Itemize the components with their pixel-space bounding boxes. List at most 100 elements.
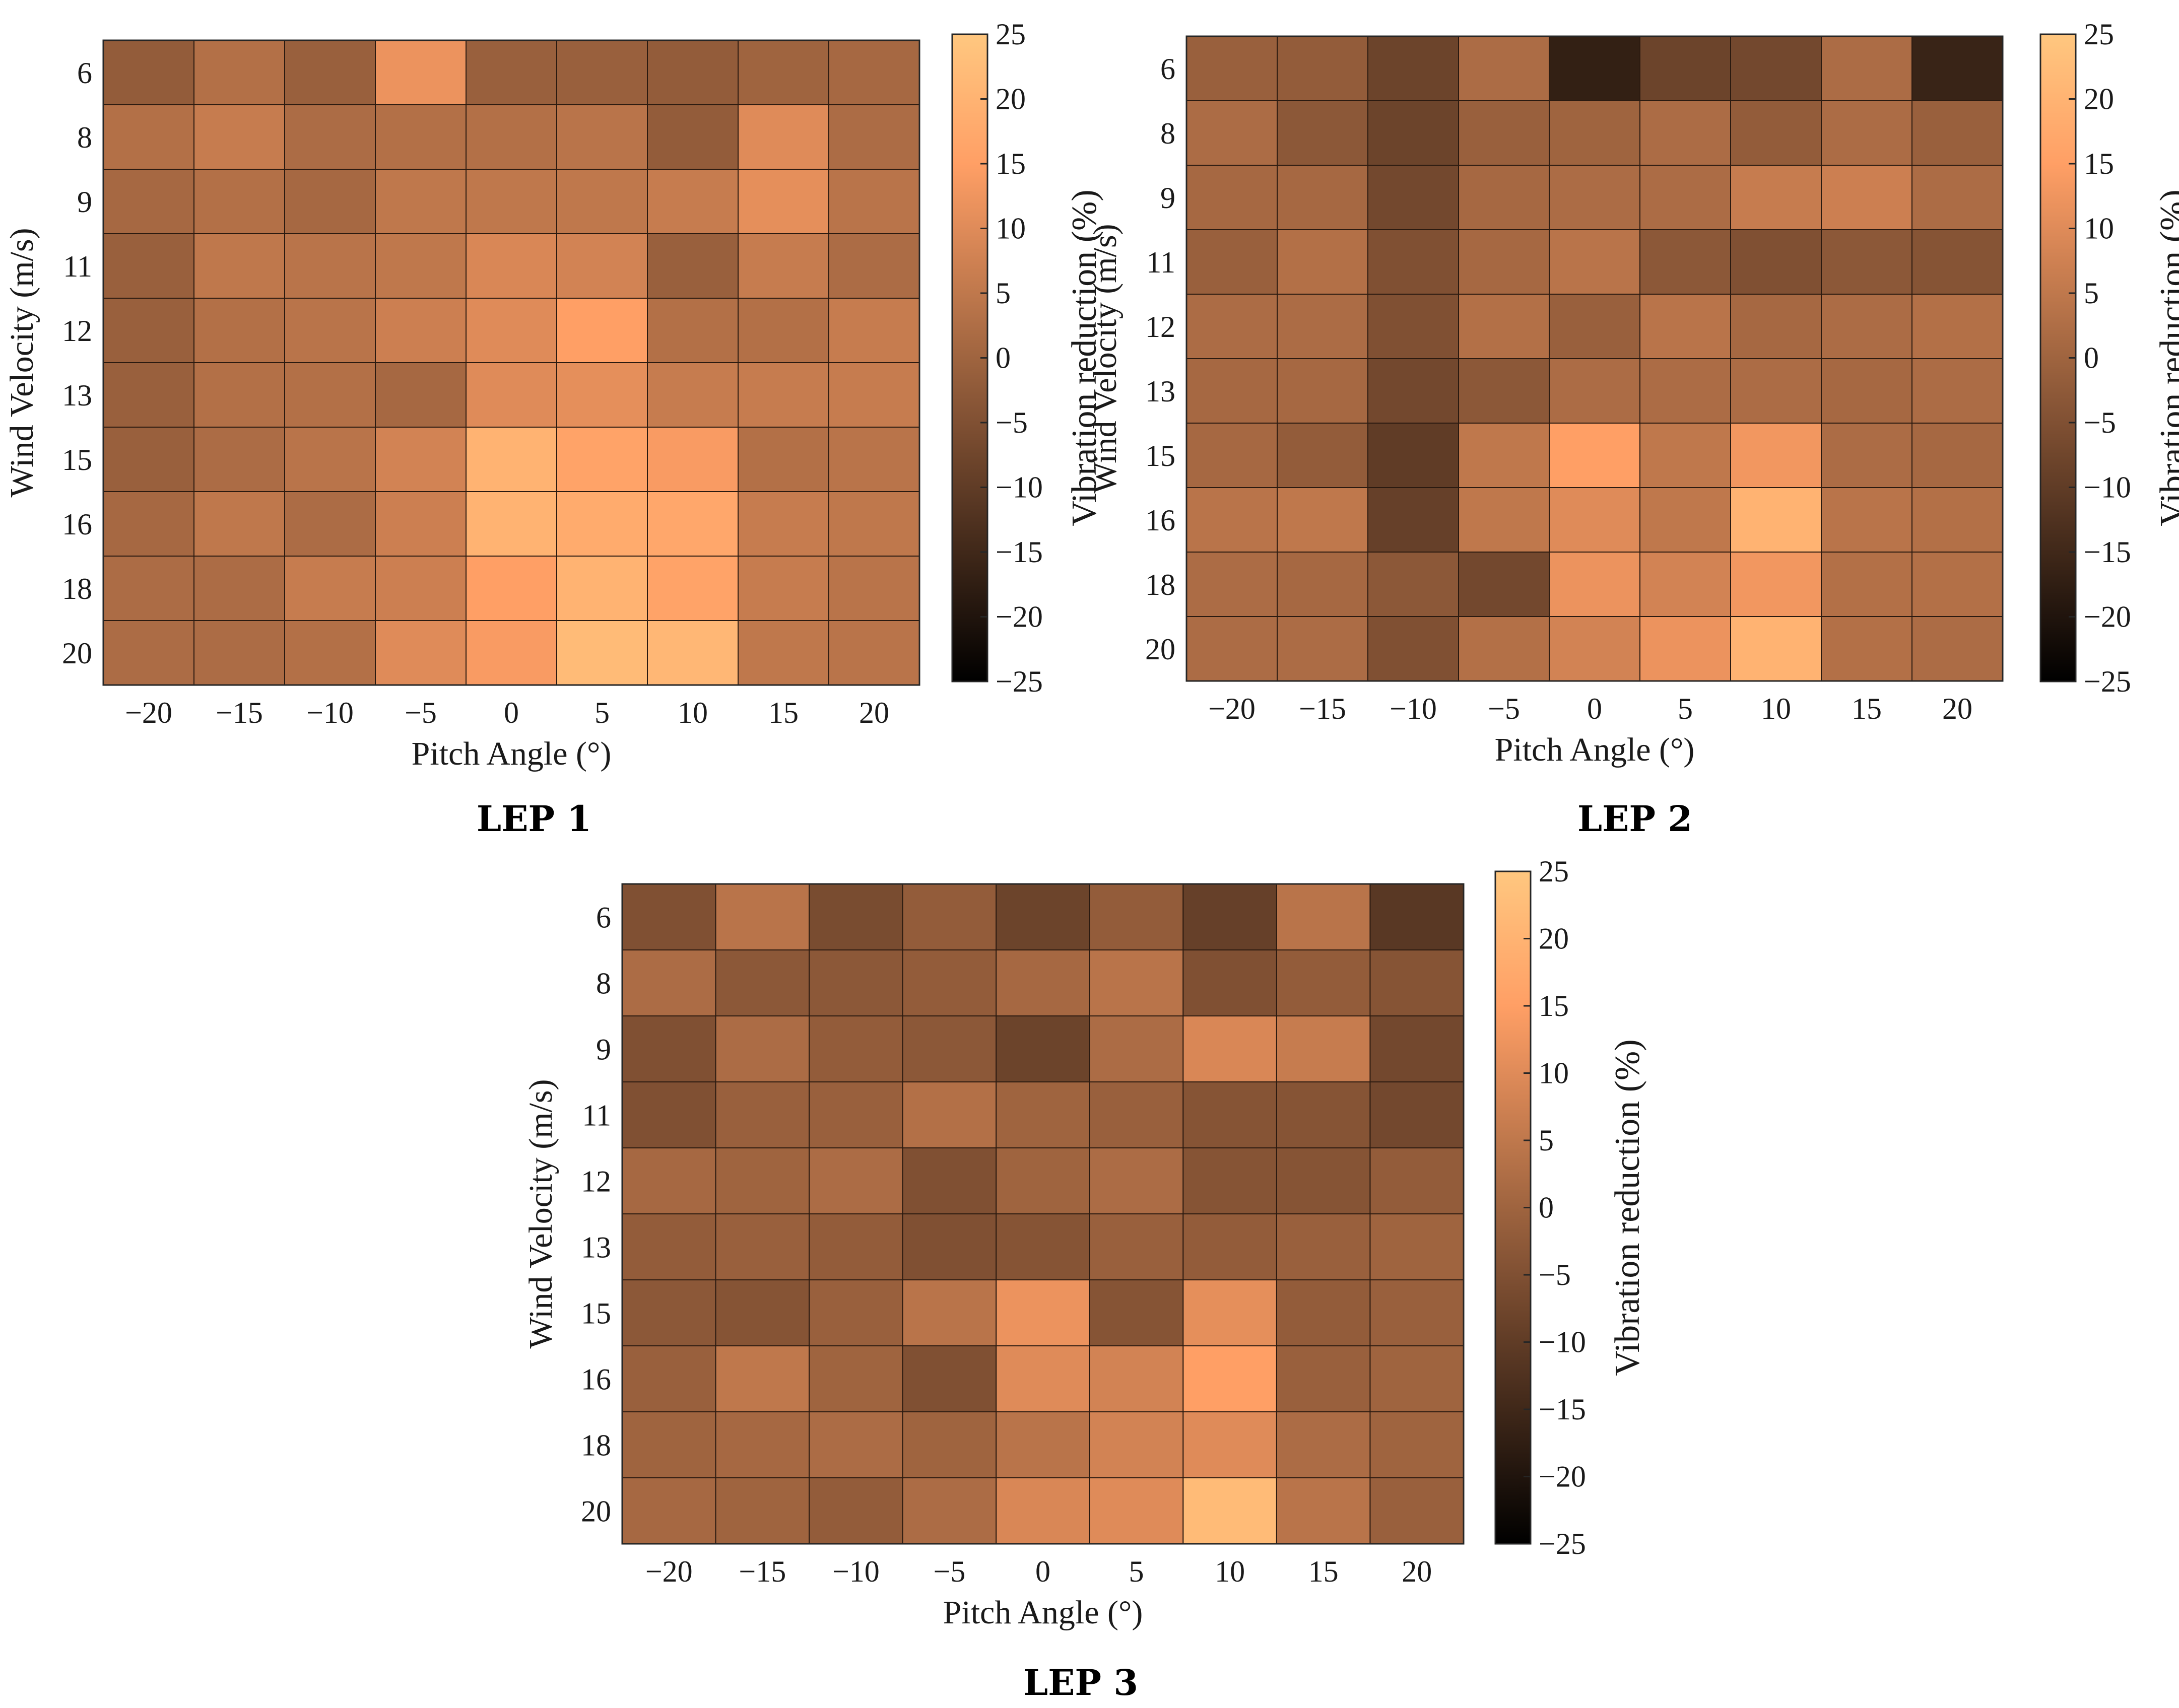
colorbar-tick-label: 10	[1539, 1057, 1569, 1090]
heatmap-cell: 15 m/s, −15°: -2%	[1277, 423, 1368, 488]
heatmap-cell: 11 m/s, 0°: 9%	[466, 233, 557, 299]
heatmap-cell: 6 m/s, −20°: -5%	[622, 883, 716, 950]
heatmap-cell: 12 m/s, 0°: 10%	[466, 298, 557, 363]
colorbar-tick-label: 5	[1539, 1124, 1554, 1157]
heatmap-cell: 6 m/s, 20°: -11%	[1369, 883, 1464, 950]
heatmap-cell: 15 m/s, −20°: -3%	[622, 1279, 716, 1346]
x-tick-label: −20	[125, 696, 172, 729]
heatmap-cell: 11 m/s, 20°: 2%	[828, 233, 920, 299]
y-tick-label: 11	[1146, 246, 1175, 279]
colorbar-label: Vibration reduction (%)	[1065, 189, 1104, 526]
x-tick-label: 10	[1215, 1555, 1245, 1588]
heatmap-cell: 15 m/s, −10°: -10%	[1367, 423, 1459, 488]
heatmap-cell: 9 m/s, 20°: 4%	[828, 169, 920, 234]
y-tick-label: 6	[596, 901, 611, 934]
heatmap-cell: 11 m/s, −15°: 3%	[1277, 229, 1368, 295]
heatmap-cell: 13 m/s, −10°: -2%	[809, 1213, 903, 1280]
heatmap-cell: 8 m/s, 5°: 4%	[1089, 949, 1184, 1016]
heatmap-cell: 8 m/s, 10°: -2%	[1730, 100, 1822, 166]
heatmap-cell: 13 m/s, −5°: 1%	[375, 362, 467, 428]
heatmap-cell: 9 m/s, 5°: 5%	[556, 169, 648, 234]
heatmap-cell: 11 m/s, −5°: 1%	[1458, 229, 1550, 295]
x-axis-label: Pitch Angle (°)	[943, 1594, 1143, 1631]
y-tick-label: 20	[581, 1495, 611, 1528]
heatmap-cell: 12 m/s, 5°: 2%	[1089, 1147, 1184, 1214]
heatmap-cell: 15 m/s, 10°: 13%	[1730, 423, 1822, 488]
heatmap-cell: 6 m/s, −15°: -2%	[1277, 36, 1368, 101]
heatmap-panel-1: 6 m/s, −20°: -2%6 m/s, −15°: 3%6 m/s, −1…	[4, 18, 1104, 840]
colorbar-tick-label: −5	[2084, 406, 2116, 439]
heatmap-cell: 12 m/s, −5°: 3%	[1458, 294, 1550, 359]
heatmap-cell: 20 m/s, 5°: 10%	[1089, 1477, 1184, 1544]
heatmap-cell: 11 m/s, 10°: -5%	[1730, 229, 1822, 295]
heatmap-cell: 16 m/s, 15°: 6%	[738, 491, 829, 557]
heatmap-cell: 18 m/s, −5°: 7%	[375, 556, 467, 621]
heatmap-cell: 9 m/s, 15°: 11%	[738, 169, 829, 234]
heatmap-cell: 18 m/s, 0°: 15%	[466, 556, 557, 621]
x-tick-label: −15	[739, 1555, 786, 1588]
y-tick-label: 9	[1160, 181, 1175, 215]
heatmap-cell: 11 m/s, 0°: 0%	[996, 1081, 1090, 1148]
heatmap-cell: 13 m/s, 5°: 2%	[1639, 358, 1731, 424]
heatmap-cell: 8 m/s, −20°: 2%	[622, 949, 716, 1016]
heatmap-cell: 8 m/s, 15°: 2%	[1821, 100, 1912, 166]
heatmap-cell: 20 m/s, 20°: -1%	[1369, 1477, 1464, 1544]
heatmap-cell: 13 m/s, 0°: -4%	[996, 1213, 1090, 1280]
heatmap-cell: 6 m/s, −5°: 2%	[1458, 36, 1550, 101]
heatmap-cell: 9 m/s, 20°: -7%	[1369, 1015, 1464, 1082]
heatmap-cell: 15 m/s, 0°: 20%	[466, 427, 557, 492]
heatmap-panel-2: 6 m/s, −20°: -1%6 m/s, −15°: -2%6 m/s, −…	[1087, 18, 2179, 840]
heatmap-cell: 8 m/s, 5°: 4%	[556, 104, 648, 170]
x-tick-label: 20	[859, 696, 889, 729]
colorbar-tick-label: −10	[2084, 471, 2131, 504]
heatmap-cell: 18 m/s, −10°: 6%	[284, 556, 376, 621]
heatmap-cell: 18 m/s, 10°: 16%	[647, 556, 739, 621]
heatmap-cell: 12 m/s, −10°: 2%	[809, 1147, 903, 1214]
heatmap-cell: 20 m/s, −5°: 3%	[1458, 616, 1550, 681]
heatmap-cell: 13 m/s, 15°: 6%	[738, 362, 829, 428]
heatmap-cell: 9 m/s, 15°: 7%	[1821, 165, 1912, 230]
heatmap-cell: 16 m/s, −10°: 2%	[284, 491, 376, 557]
heatmap-cell: 8 m/s, 10°: -2%	[647, 104, 739, 170]
heatmap-cell: 8 m/s, −15°: -3%	[715, 949, 810, 1016]
colorbar-label: Vibration reduction (%)	[1608, 1039, 1647, 1376]
y-tick-label: 12	[62, 314, 92, 348]
heatmap-cell: 12 m/s, −20°: 2%	[1186, 294, 1278, 359]
heatmap-cell: 6 m/s, 20°: 1%	[828, 40, 920, 105]
colorbar-tick-label: −15	[996, 535, 1043, 569]
colorbar-tick-label: −20	[996, 600, 1043, 634]
heatmap-cell: 12 m/s, 0°: -1%	[1549, 294, 1640, 359]
heatmap-cell: 16 m/s, −5°: 5%	[1458, 487, 1550, 553]
heatmap-cell: 6 m/s, 0°: -17%	[1549, 36, 1640, 101]
heatmap-cell: 12 m/s, 10°: 1%	[1730, 294, 1822, 359]
heatmap-cell: 9 m/s, 15°: 6%	[1276, 1015, 1371, 1082]
colorbar-tick-label: 5	[2084, 277, 2099, 310]
heatmap-cell: 13 m/s, −10°: 3%	[284, 362, 376, 428]
heatmap-cell: 11 m/s, 15°: -3%	[1821, 229, 1912, 295]
heatmap-cell: 16 m/s, 20°: 3%	[1911, 487, 2003, 553]
heatmap-cell: 16 m/s, −5°: -5%	[902, 1345, 997, 1412]
heatmap-cell: 11 m/s, −20°: -1%	[1186, 229, 1278, 295]
heatmap-cell: 16 m/s, 10°: 15%	[1182, 1345, 1277, 1412]
heatmap-cell: 20 m/s, −15°: 0%	[715, 1477, 810, 1544]
colorbar-tick-label: −25	[2084, 665, 2131, 698]
heatmap-cell: 20 m/s, 0°: 9%	[996, 1477, 1090, 1544]
heatmap-cell: 11 m/s, −10°: -1%	[809, 1081, 903, 1148]
x-tick-label: −10	[832, 1555, 880, 1588]
heatmap-cell: 9 m/s, −20°: 1%	[103, 169, 194, 234]
heatmap-cell: 18 m/s, −20°: 0%	[622, 1411, 716, 1478]
heatmap-cell: 8 m/s, −5°: -1%	[1458, 100, 1550, 166]
y-tick-label: 15	[62, 443, 92, 476]
heatmap-cell: 16 m/s, 0°: 10%	[996, 1345, 1090, 1412]
heatmap-cell: 8 m/s, −10°: 2%	[284, 104, 376, 170]
heatmap-cell: 15 m/s, 5°: 16%	[556, 427, 648, 492]
heatmap-cell: 16 m/s, −10°: 0%	[809, 1345, 903, 1412]
heatmap-cell: 12 m/s, −20°: 1%	[622, 1147, 716, 1214]
colorbar-tick-label: 20	[996, 83, 1026, 116]
colorbar-tick-label: 20	[2084, 83, 2114, 116]
colorbar-tick-label: −10	[996, 471, 1043, 504]
heatmap-cell: 8 m/s, −10°: -8%	[1367, 100, 1459, 166]
heatmap-cell: 9 m/s, 20°: 2%	[1911, 165, 2003, 230]
heatmap-cell: 6 m/s, 10°: -7%	[1730, 36, 1822, 101]
heatmap-cell: 12 m/s, −15°: 0%	[715, 1147, 810, 1214]
